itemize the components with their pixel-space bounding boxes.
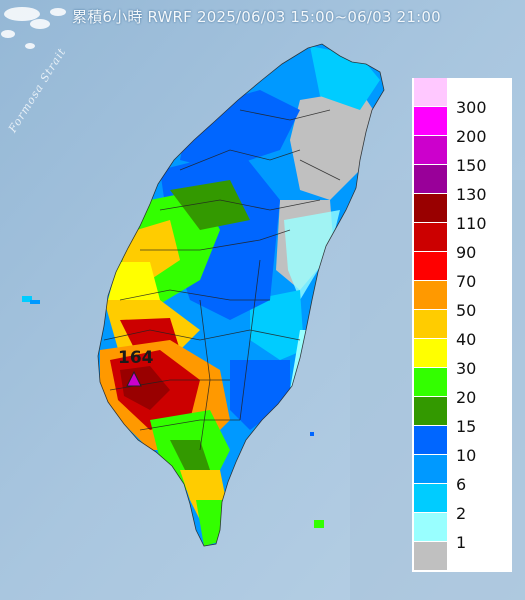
legend-label: 30 bbox=[456, 359, 477, 378]
legend-label: 130 bbox=[456, 185, 487, 204]
legend-label: 70 bbox=[456, 272, 477, 291]
legend-label: 20 bbox=[456, 388, 477, 407]
legend-label: 300 bbox=[456, 98, 487, 117]
legend-swatch bbox=[414, 368, 447, 397]
legend-label: 200 bbox=[456, 127, 487, 146]
legend-label: 40 bbox=[456, 330, 477, 349]
legend-swatch bbox=[414, 339, 447, 368]
legend-swatch bbox=[414, 484, 447, 513]
legend-swatch bbox=[414, 194, 447, 223]
legend-swatch bbox=[414, 252, 447, 281]
legend-label: 110 bbox=[456, 214, 487, 233]
offshore-echoes bbox=[22, 296, 324, 528]
legend-label: 1 bbox=[456, 533, 467, 552]
legend-swatch bbox=[414, 136, 447, 165]
cloud-specks bbox=[1, 7, 66, 49]
max-value-label: 164 bbox=[118, 348, 154, 368]
legend-swatch bbox=[414, 107, 447, 136]
legend-swatch bbox=[414, 223, 447, 252]
legend-label: 90 bbox=[456, 243, 477, 262]
legend-swatch bbox=[414, 397, 447, 426]
legend-label: 6 bbox=[456, 475, 467, 494]
legend-label: 150 bbox=[456, 156, 487, 175]
legend-label: 10 bbox=[456, 446, 477, 465]
legend-swatch bbox=[414, 78, 447, 107]
legend-swatch bbox=[414, 426, 447, 455]
legend-label: 2 bbox=[456, 504, 467, 523]
legend-swatch bbox=[414, 455, 447, 484]
legend-label: 15 bbox=[456, 417, 477, 436]
max-marker bbox=[126, 370, 142, 387]
legend-swatch bbox=[414, 542, 447, 571]
legend-label: 50 bbox=[456, 301, 477, 320]
legend-swatch bbox=[414, 310, 447, 339]
legend-swatch bbox=[414, 513, 447, 542]
legend: 300 200 150 130 110 90 70 50 40 30 20 15 10 6 2 1 bbox=[412, 78, 512, 572]
legend-swatch bbox=[414, 281, 447, 310]
legend-swatch bbox=[414, 165, 447, 194]
map-title: 累積6小時 RWRF 2025/06/03 15:00~06/03 21:00 bbox=[72, 8, 441, 26]
boundary-lines bbox=[97, 43, 385, 547]
